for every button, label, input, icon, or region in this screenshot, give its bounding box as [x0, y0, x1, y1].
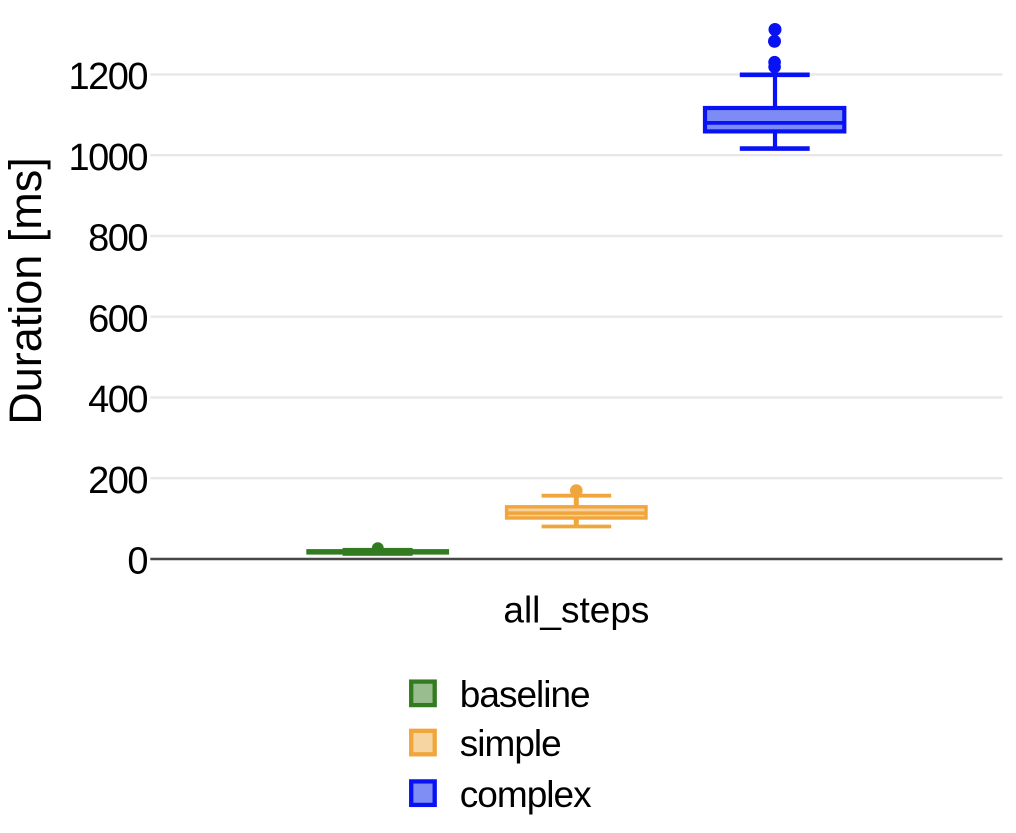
- svg-text:1200: 1200: [68, 56, 147, 98]
- svg-text:Duration [ms]: Duration [ms]: [0, 157, 51, 425]
- svg-text:baseline: baseline: [460, 674, 590, 715]
- svg-text:400: 400: [88, 379, 147, 421]
- svg-text:200: 200: [88, 460, 147, 502]
- svg-text:800: 800: [88, 218, 147, 260]
- svg-text:complex: complex: [460, 774, 592, 815]
- svg-text:0: 0: [127, 541, 147, 583]
- svg-text:simple: simple: [460, 723, 561, 764]
- svg-text:600: 600: [88, 298, 147, 340]
- svg-text:all_steps: all_steps: [503, 590, 649, 631]
- svg-text:1000: 1000: [68, 137, 147, 179]
